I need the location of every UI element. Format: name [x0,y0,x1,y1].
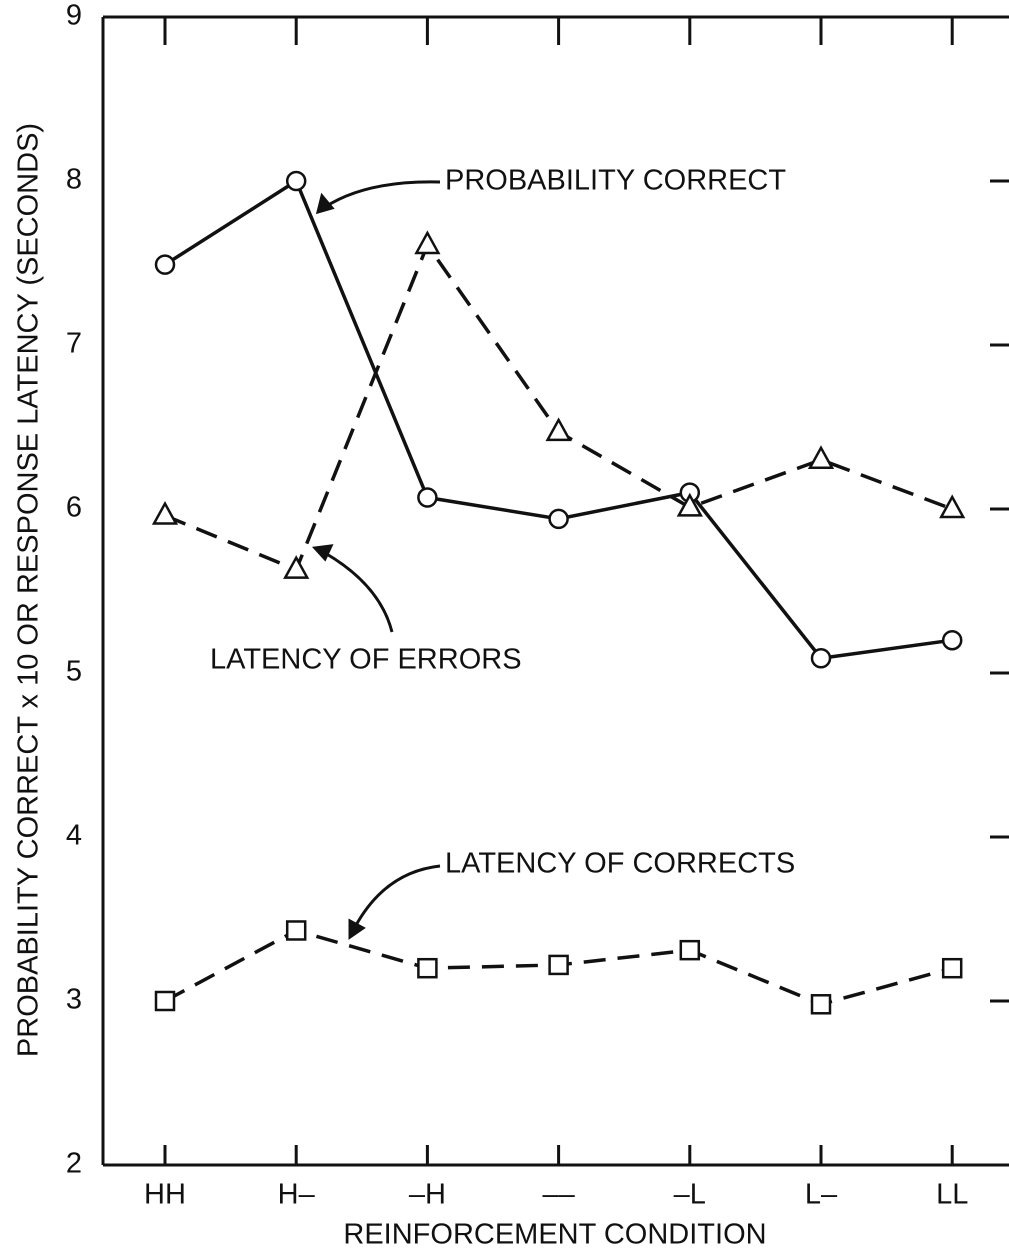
x-tick-label: L– [805,1179,838,1211]
marker [545,417,572,442]
marker [548,954,569,976]
marker [283,555,310,579]
annotation: LATENCY OF ERRORS [210,644,522,676]
marker [807,445,835,470]
arrows [311,180,441,940]
marker [285,920,307,941]
marker [941,629,963,651]
marker [151,500,179,525]
marker [285,170,307,192]
marker [941,957,963,979]
y-axis-label: PROBABILITY CORRECT x 10 OR RESPONSE LAT… [13,123,45,1057]
marker [548,508,569,530]
marker [679,939,701,961]
y-tick-label: 6 [66,492,82,524]
marker [154,254,176,275]
y-tick-label: 4 [66,820,82,852]
arrow-head [311,544,334,562]
y-tick-label: 5 [66,656,82,688]
x-axis-label: REINFORCEMENT CONDITION [343,1219,766,1251]
y-tick-label: 7 [66,328,82,360]
x-tick-label: –H [409,1179,446,1211]
marker [417,487,438,508]
x-tick-label: LL [936,1179,968,1211]
y-tick-label: 8 [66,164,82,196]
arrow [317,180,441,214]
y-tick-label: 2 [66,1148,82,1180]
arrow [353,864,441,928]
arrow-head [348,918,366,940]
annotation: PROBABILITY CORRECT [445,165,786,197]
arrow-head [315,192,335,215]
marker [417,957,438,979]
annotation: LATENCY OF CORRECTS [445,848,795,880]
marker [939,494,966,519]
marker [676,492,703,517]
x-tick-label: HH [144,1179,186,1211]
marker [810,994,832,1015]
marker [810,647,832,669]
marker [154,990,176,1012]
x-tick-label: –L [674,1179,706,1211]
marker [414,230,441,255]
x-tick-label: H– [278,1179,316,1211]
arrow [324,551,394,633]
y-tick-label: 3 [66,984,82,1016]
y-tick-label: 9 [66,0,82,32]
x-tick-label: –– [542,1179,575,1211]
